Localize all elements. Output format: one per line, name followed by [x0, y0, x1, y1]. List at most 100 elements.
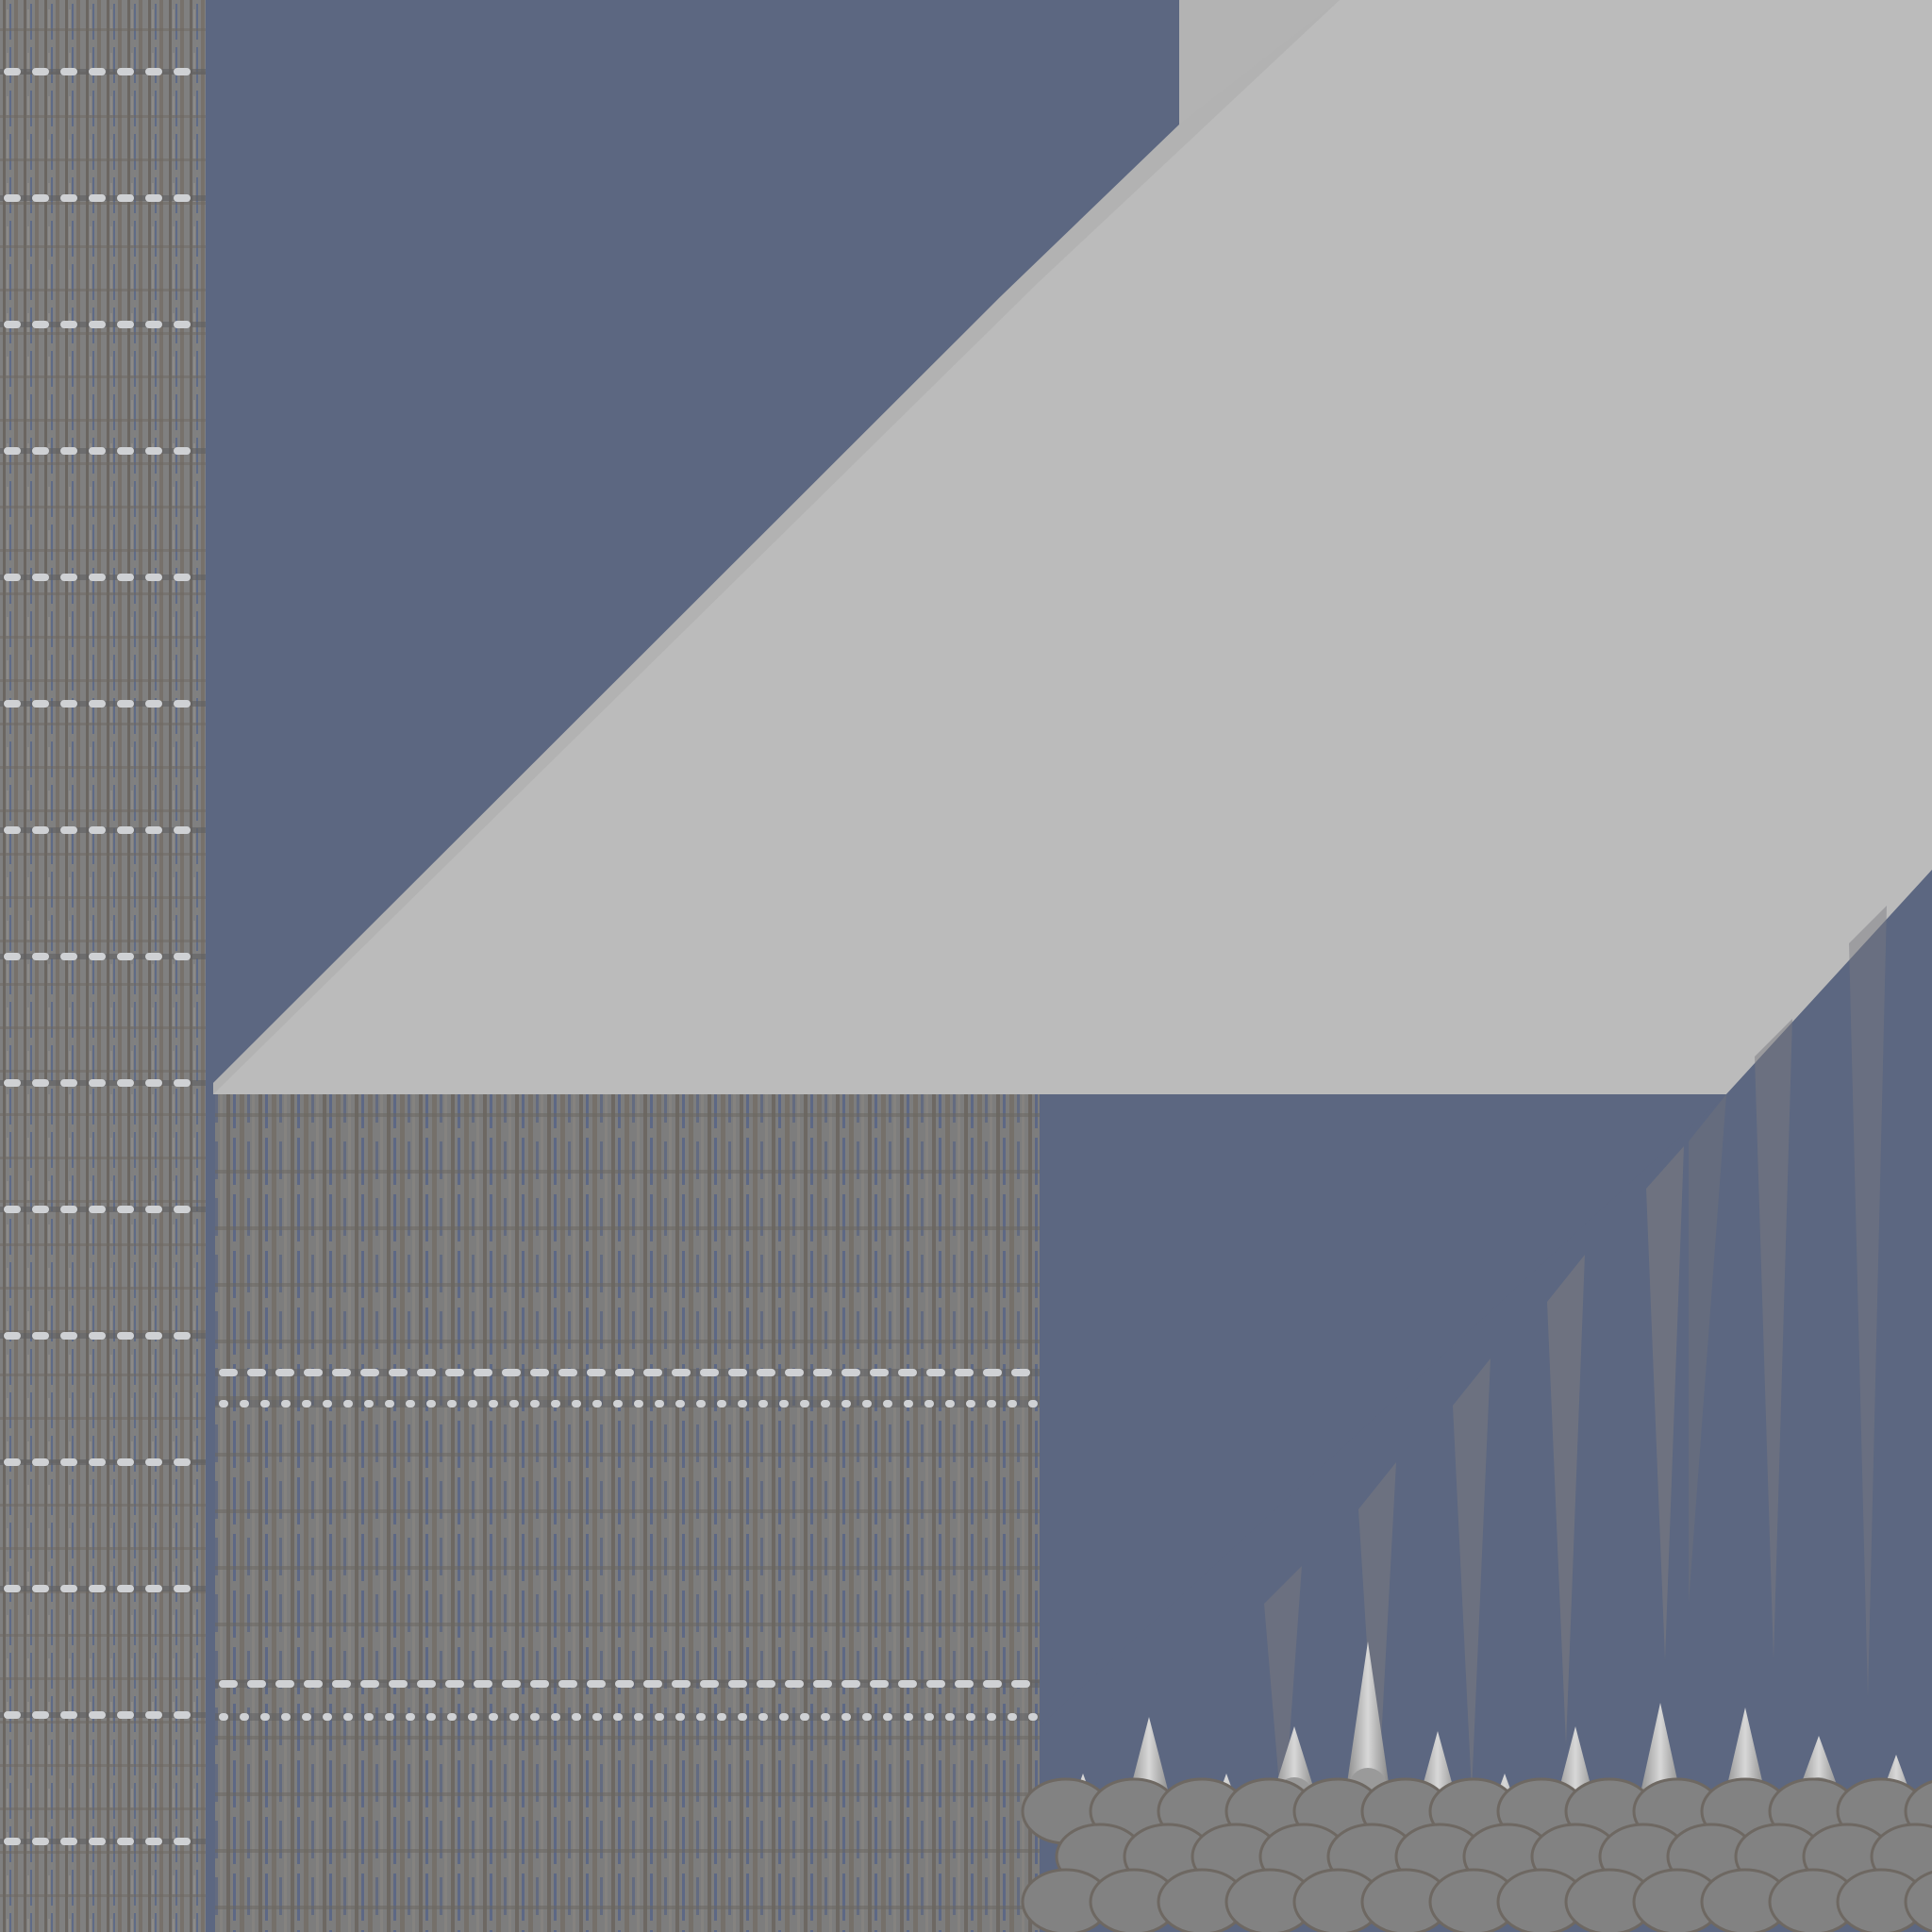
stripe-shadow	[215, 1400, 1040, 1407]
stitch-dash	[60, 1838, 77, 1845]
stitch-dash	[60, 953, 77, 960]
stitch-dash	[145, 1838, 162, 1845]
stitch-dash	[643, 1369, 662, 1376]
stitch-dash	[445, 1369, 464, 1376]
stitch-dash	[323, 1713, 332, 1721]
stitch-dash	[145, 953, 162, 960]
stitch-dash	[417, 1369, 436, 1376]
stitch-dash	[145, 321, 162, 328]
stitch-dash	[4, 194, 21, 202]
stitch-dash	[117, 68, 134, 75]
stitch-dash	[89, 1585, 106, 1592]
stitch-dash	[1028, 1400, 1038, 1407]
stitch-dash	[966, 1400, 975, 1407]
stitch-dash	[60, 1585, 77, 1592]
stitch-dash	[4, 1206, 21, 1213]
stitch-dash	[364, 1400, 374, 1407]
stitch-dash	[4, 1711, 21, 1719]
stitch-dash	[4, 1838, 21, 1845]
stitch-dash	[675, 1400, 685, 1407]
stitch-dash	[385, 1400, 394, 1407]
stitch-dash	[174, 1458, 191, 1466]
stitch-dash	[117, 953, 134, 960]
stitch-dash	[117, 1711, 134, 1719]
stitch-dash	[717, 1400, 726, 1407]
stitch-dash	[89, 826, 106, 834]
stitch-dash	[32, 1585, 49, 1592]
stitch-dash	[281, 1400, 291, 1407]
left-grate-strip	[0, 0, 206, 1932]
stitch-dash	[785, 1680, 804, 1688]
stitch-dash	[89, 1838, 106, 1845]
stitch-dash	[592, 1713, 602, 1721]
stitch-dash	[60, 826, 77, 834]
stitch-dash	[1008, 1713, 1017, 1721]
stitch-dash	[987, 1400, 996, 1407]
stitch-dash	[4, 700, 21, 708]
stitch-dash	[447, 1400, 457, 1407]
stitch-dash	[219, 1400, 228, 1407]
stitch-dash	[275, 1680, 294, 1688]
stitch-dash	[1028, 1713, 1038, 1721]
stitch-dash	[417, 1680, 436, 1688]
stitch-dash	[474, 1680, 492, 1688]
stitch-dash	[4, 1585, 21, 1592]
stitch-dash	[862, 1400, 872, 1407]
stitch-dash	[489, 1400, 498, 1407]
stitch-dash	[32, 953, 49, 960]
stitch-dash	[926, 1680, 945, 1688]
spike-icon	[1724, 1707, 1766, 1797]
stitch-dash	[60, 447, 77, 455]
stitch-dash	[174, 1332, 191, 1340]
stitch-dash	[700, 1369, 719, 1376]
stitch-dash	[174, 1585, 191, 1592]
stitch-dash	[174, 447, 191, 455]
stripe-shadow	[215, 1713, 1040, 1721]
stitch-dash	[240, 1400, 249, 1407]
stitch-dash	[779, 1400, 789, 1407]
stitch-dash	[758, 1713, 768, 1721]
stitch-dash	[530, 1369, 549, 1376]
stitch-dash	[468, 1713, 477, 1721]
stitch-dash	[332, 1369, 351, 1376]
stitch-dash	[4, 68, 21, 75]
stitch-dash	[302, 1400, 311, 1407]
stitch-dash	[89, 447, 106, 455]
stitch-dash	[813, 1369, 832, 1376]
stitch-dash	[32, 1332, 49, 1340]
stitch-dash	[738, 1713, 747, 1721]
stitch-dash	[672, 1369, 691, 1376]
scale-icon	[1904, 1871, 1932, 1932]
stitch-dash	[304, 1680, 323, 1688]
stitch-dash	[558, 1680, 577, 1688]
stitch-dash	[634, 1713, 643, 1721]
stitch-dash	[89, 1079, 106, 1087]
scale-pattern	[1021, 1777, 1932, 1932]
stitch-dash	[174, 1711, 191, 1719]
stitch-dash	[4, 574, 21, 581]
stitch-dash	[572, 1713, 581, 1721]
stitch-dash	[4, 321, 21, 328]
stitch-dash	[758, 1400, 768, 1407]
stitch-dash	[696, 1713, 706, 1721]
stitch-dash	[145, 700, 162, 708]
stitch-dash	[592, 1400, 602, 1407]
stitch-dash	[145, 1332, 162, 1340]
stitch-dash	[757, 1680, 775, 1688]
stitch-dash	[117, 826, 134, 834]
stitch-dash	[509, 1713, 519, 1721]
stitch-dash	[426, 1713, 436, 1721]
stitch-dash	[323, 1400, 332, 1407]
stitch-dash	[89, 574, 106, 581]
stitch-dash	[117, 1838, 134, 1845]
stitch-dash	[32, 1458, 49, 1466]
stitch-dash	[406, 1400, 415, 1407]
stitch-dash	[987, 1713, 996, 1721]
stitch-dash	[643, 1680, 662, 1688]
stitch-dash	[655, 1713, 664, 1721]
stitch-dash	[883, 1713, 892, 1721]
stitch-dash	[32, 1838, 49, 1845]
stitch-dash	[60, 1458, 77, 1466]
stitch-dash	[174, 194, 191, 202]
